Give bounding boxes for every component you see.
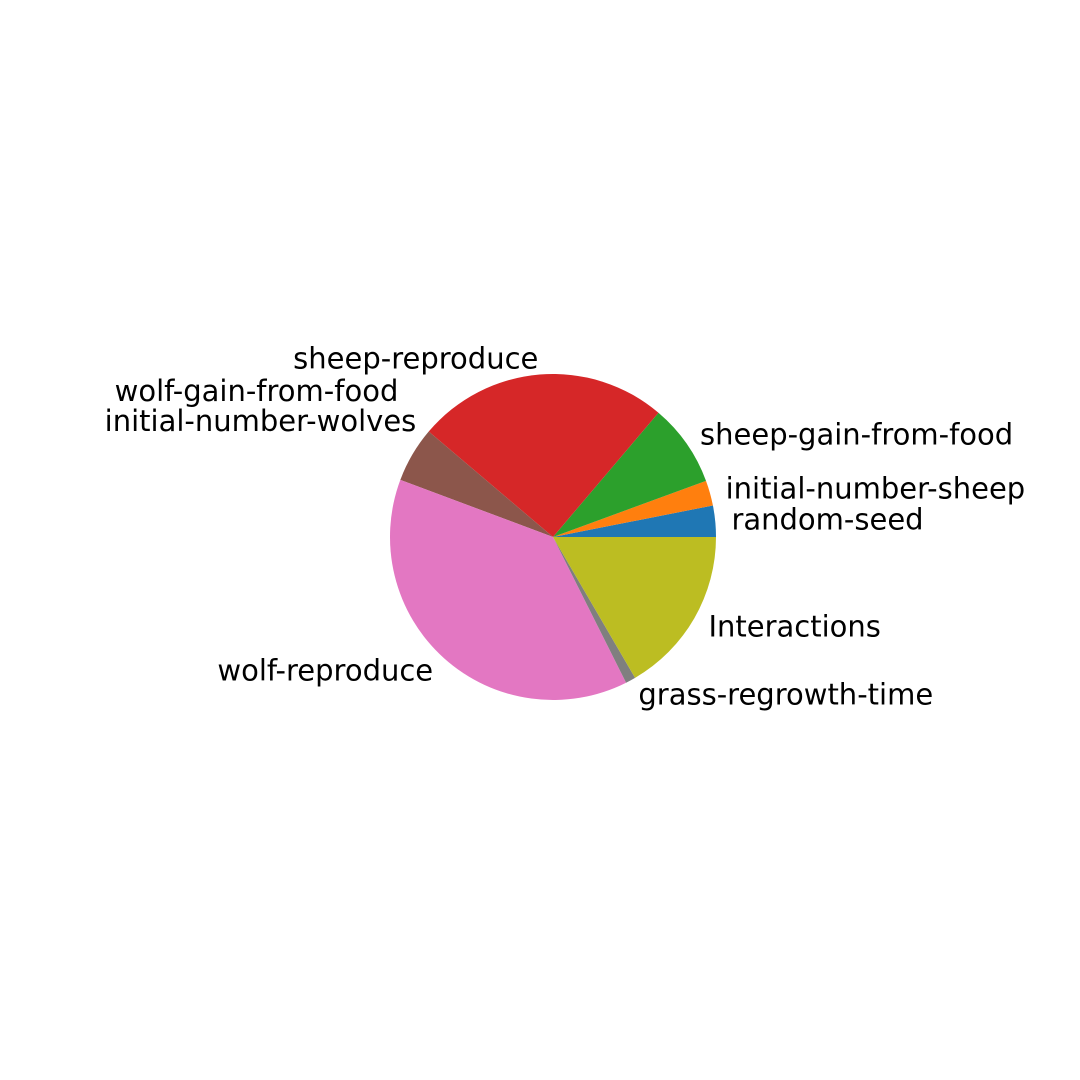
pie-slice-random-seed: [553, 505, 716, 537]
pie-slice-wolf-reproduce: [389, 479, 627, 701]
slice-label-interactions: Interactions: [708, 609, 880, 643]
slice-label-wolf-gain-from-food: wolf-gain-from-food: [115, 374, 399, 408]
slice-label-initial-number-sheep: initial-number-sheep: [726, 472, 1026, 506]
slice-label-sheep-reproduce: sheep-reproduce: [293, 341, 538, 375]
pie-slice-sheep-gain-from-food: [553, 412, 707, 537]
slices-layer: [389, 373, 716, 701]
pie-slice-sheep-reproduce: [428, 373, 659, 537]
slice-label-grass-regrowth-time: grass-regrowth-time: [638, 678, 933, 712]
pie-slice-interactions: [553, 537, 716, 678]
pie-slice-wolf-gain-from-food: [400, 431, 553, 537]
slice-label-wolf-reproduce: wolf-reproduce: [217, 653, 433, 687]
slice-label-initial-number-wolves: initial-number-wolves: [105, 404, 417, 438]
slice-label-sheep-gain-from-food: sheep-gain-from-food: [700, 417, 1013, 451]
pie-slice-grass-regrowth-time: [553, 537, 636, 683]
slice-label-random-seed: random-seed: [731, 503, 923, 537]
pie-slice-initial-number-sheep: [553, 480, 713, 537]
